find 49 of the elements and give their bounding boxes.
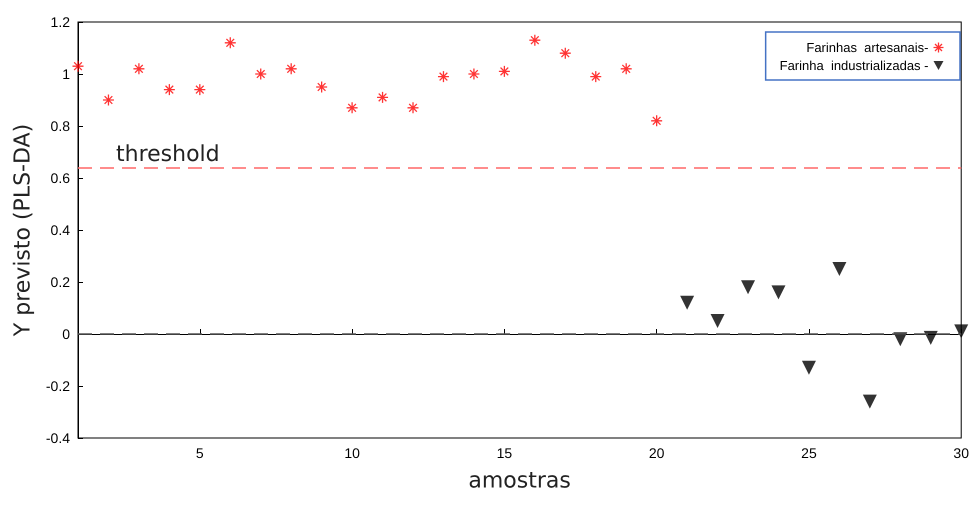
point (590, 70, 602, 83)
y-tick-label: 0.6 (50, 170, 70, 186)
point (802, 360, 816, 375)
x-tick-label: 5 (196, 445, 204, 461)
point (163, 83, 176, 96)
y-tick-label: 0.8 (50, 118, 70, 134)
point (224, 36, 236, 49)
x-tick-label: 15 (496, 445, 512, 461)
x-axis-title: amostras (468, 468, 571, 494)
point (406, 102, 420, 114)
point (285, 62, 298, 75)
point (620, 62, 632, 75)
x-tick-label: 25 (801, 445, 817, 461)
y-tick-label: -0.2 (46, 378, 70, 394)
point (528, 34, 541, 46)
point (346, 102, 358, 114)
point (832, 262, 846, 276)
point (680, 296, 694, 310)
point (771, 285, 786, 300)
point (650, 114, 663, 127)
x-tick-label: 20 (648, 445, 665, 461)
point (254, 68, 267, 80)
point (194, 83, 206, 96)
point (862, 394, 877, 409)
y-tick-label: 0 (62, 326, 70, 342)
y-tick-label: 1 (62, 66, 70, 82)
y-tick-label: 1.2 (50, 14, 70, 30)
point (132, 62, 146, 75)
point (376, 91, 389, 104)
point (924, 330, 938, 345)
y-tick-label: 0.4 (50, 222, 70, 238)
x-tick-label: 10 (344, 445, 360, 461)
point (468, 68, 480, 80)
point (498, 65, 511, 78)
point (102, 94, 115, 106)
legend-label: Farinhas artesanais- (806, 40, 928, 55)
y-tick-label: 0.2 (50, 274, 70, 290)
point (741, 280, 756, 294)
point (710, 314, 725, 328)
point (315, 80, 328, 94)
legend-label: Farinha industrializadas - (780, 58, 928, 73)
y-axis-title: Y previsto (PLS-DA) (10, 124, 36, 338)
point (72, 60, 84, 72)
point (954, 324, 968, 338)
point (559, 47, 572, 60)
point (437, 70, 450, 83)
y-tick-label: -0.4 (46, 430, 70, 446)
ref-line-label: threshold (116, 142, 220, 168)
x-tick-label: 30 (953, 445, 970, 461)
